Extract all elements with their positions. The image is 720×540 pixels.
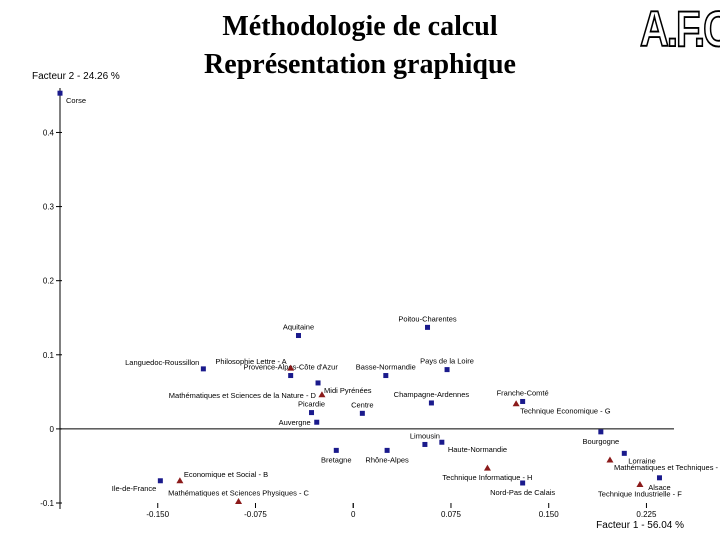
title-line-2: Représentation graphique <box>204 49 516 80</box>
data-point-region <box>425 324 431 330</box>
data-point-specialty <box>483 464 491 471</box>
data-point-label: Technique Economique - G <box>520 407 611 416</box>
data-point-label: Mathématiques et Sciences Physiques - C <box>168 489 309 498</box>
data-point-region <box>598 429 604 435</box>
data-point-region <box>359 410 365 416</box>
data-point-label: Bretagne <box>321 455 351 464</box>
data-point-region <box>439 439 445 445</box>
data-point-specialty <box>235 498 243 505</box>
data-point-region <box>157 478 163 484</box>
data-point-label: Auvergne <box>279 418 311 427</box>
data-point-region <box>444 367 450 373</box>
x-tick-label: -0.150 <box>146 510 169 519</box>
data-point-label: Franche-Comté <box>497 388 549 397</box>
data-point-label: Alsace <box>648 483 671 492</box>
x-axis-label: Facteur 1 - 56.04 % <box>596 520 684 531</box>
title-line-1: Méthodologie de calcul <box>222 11 498 42</box>
data-point-label: Aquitaine <box>283 323 314 332</box>
data-point-region <box>656 475 662 481</box>
x-tick-label: 0.150 <box>539 510 560 519</box>
data-point-label: Poitou-Charentes <box>398 314 457 323</box>
data-point-region <box>309 410 315 416</box>
data-point-label: Bourgogne <box>582 437 619 446</box>
data-point-label: Technique Industrielle - F <box>598 489 682 498</box>
data-point-specialty <box>512 400 520 407</box>
data-point-label: Technique Informatique - H <box>442 473 532 482</box>
data-point-label: Champagne-Ardennes <box>394 390 470 399</box>
data-point-label: Languedoc-Roussillon <box>125 358 199 367</box>
data-point-region <box>315 380 321 386</box>
data-point-specialty <box>636 480 644 487</box>
data-point-region <box>428 400 434 406</box>
y-tick-label: -0.1 <box>40 499 54 508</box>
data-point-region <box>333 447 339 453</box>
y-tick-label: 0.3 <box>43 203 55 212</box>
data-point-label: Ile-de-France <box>112 484 157 493</box>
y-tick-label: 0.1 <box>43 351 55 360</box>
data-point-specialty <box>606 456 614 463</box>
afc-logo: A.F.C. <box>639 1 720 58</box>
x-tick-label: 0.075 <box>441 510 462 519</box>
data-point-specialty <box>318 391 326 398</box>
y-axis-label: Facteur 2 - 24.26 % <box>32 71 120 82</box>
data-point-label: Corse <box>66 96 86 105</box>
data-point-region <box>422 441 428 447</box>
data-point-region <box>384 447 390 453</box>
data-point-label: Mathématiques et Techniques - E <box>614 463 720 472</box>
data-point-label: Midi Pyrénées <box>324 386 372 395</box>
data-point-specialty <box>176 477 184 484</box>
data-point-region <box>520 480 526 486</box>
data-point-label: Centre <box>351 400 374 409</box>
data-point-region <box>57 90 63 96</box>
y-tick-label: 0 <box>50 425 55 434</box>
data-point-label: Rhône-Alpes <box>365 455 409 464</box>
data-point-region <box>383 373 389 379</box>
data-point-region <box>520 398 526 404</box>
data-point-label: Picardie <box>298 400 325 409</box>
data-point-specialty <box>287 364 295 371</box>
data-point-label: Pays de la Loire <box>420 357 474 366</box>
data-point-label: Basse-Normandie <box>356 363 416 372</box>
y-tick-label: 0.4 <box>43 128 55 137</box>
data-point-region <box>295 333 301 339</box>
data-point-region <box>314 419 320 425</box>
data-point-region <box>621 450 627 456</box>
x-tick-label: -0.075 <box>244 510 267 519</box>
x-tick-label: 0 <box>351 510 356 519</box>
data-point-label: Mathématiques et Sciences de la Nature -… <box>169 391 317 400</box>
data-point-label: Economique et Social - B <box>184 470 268 479</box>
data-point-label: Lorraine <box>628 456 656 465</box>
data-point-label: Philosophie Lettre - A <box>215 357 286 366</box>
data-point-label: Nord-Pas de Calais <box>490 488 555 497</box>
x-tick-label: 0.225 <box>636 510 657 519</box>
y-tick-label: 0.2 <box>43 277 55 286</box>
data-point-label: Limousin <box>410 431 440 440</box>
data-point-region <box>288 373 294 379</box>
data-point-region <box>200 366 206 372</box>
data-point-label: Haute-Normandie <box>448 445 507 454</box>
